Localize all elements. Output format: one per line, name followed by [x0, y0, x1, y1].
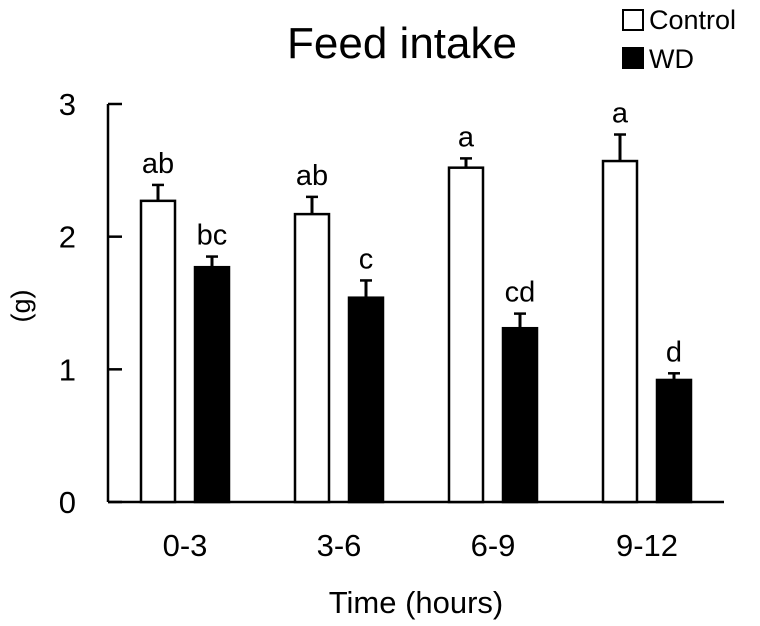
chart-title: Feed intake: [287, 19, 517, 68]
bar-wd-0-3: [193, 265, 231, 504]
y-tick-label: 3: [59, 87, 76, 122]
legend-label-control: Control: [649, 5, 736, 35]
bar-wd-6-9: [501, 326, 539, 504]
bar-wd-9-12: [655, 378, 693, 504]
significance-label: ab: [142, 148, 174, 180]
x-axis-label: Time (hours): [329, 585, 504, 620]
significance-label: bc: [197, 220, 228, 252]
significance-label: cd: [505, 277, 536, 309]
legend-swatch-control: [622, 9, 644, 31]
x-tick-label: 6-9: [471, 528, 516, 563]
significance-label: ab: [296, 160, 328, 192]
bar-wd-3-6: [347, 296, 385, 504]
bar-control-6-9: [447, 166, 485, 504]
bars: ab bc ab c a cd a d: [139, 98, 693, 504]
significance-label: c: [359, 243, 374, 275]
bar-control-9-12: [601, 159, 639, 504]
y-tick-label: 0: [59, 485, 76, 520]
x-tick-label: 9-12: [616, 528, 678, 563]
bar-control-0-3: [139, 199, 177, 504]
significance-label: a: [458, 121, 475, 153]
x-tick-label: 3-6: [317, 528, 362, 563]
y-tick-label: 2: [59, 220, 76, 255]
significance-label: a: [612, 98, 629, 130]
legend: Control WD: [622, 5, 736, 74]
significance-label: d: [666, 336, 682, 368]
y-axis-label: (g): [6, 290, 36, 323]
legend-label-wd: WD: [649, 44, 694, 74]
y-tick-label: 1: [59, 352, 76, 387]
x-tick-label: 0-3: [163, 528, 208, 563]
bar-control-3-6: [293, 212, 331, 504]
legend-swatch-wd: [622, 47, 644, 69]
